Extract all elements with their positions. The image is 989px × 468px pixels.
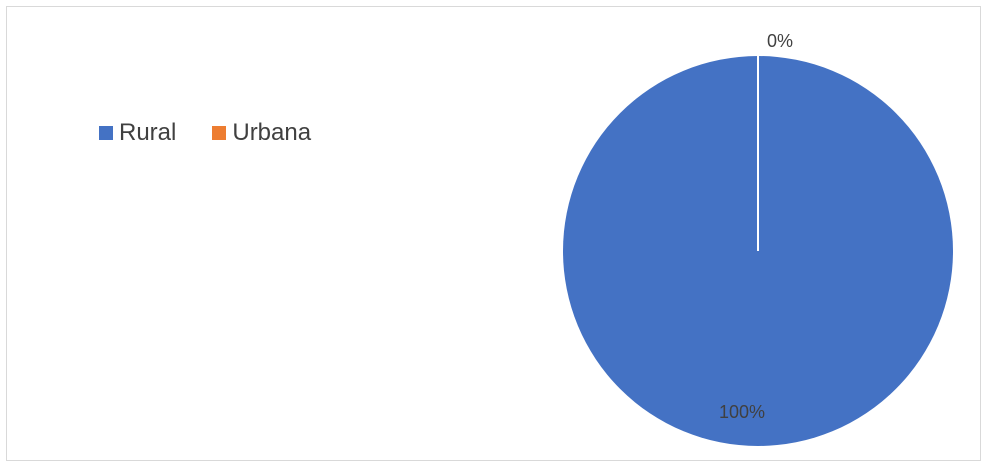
data-label-rural: 100% <box>719 402 765 422</box>
legend-swatch-urbana <box>212 126 227 140</box>
legend-label-urbana: Urbana <box>232 119 312 146</box>
legend: Rural Urbana <box>99 119 311 147</box>
legend-swatch-rural <box>99 126 113 140</box>
legend-item-rural: Rural <box>99 119 176 147</box>
data-label-urbana: 0% <box>767 31 793 51</box>
legend-label-rural: Rural <box>119 119 177 146</box>
legend-item-urbana: Urbana <box>212 119 311 147</box>
